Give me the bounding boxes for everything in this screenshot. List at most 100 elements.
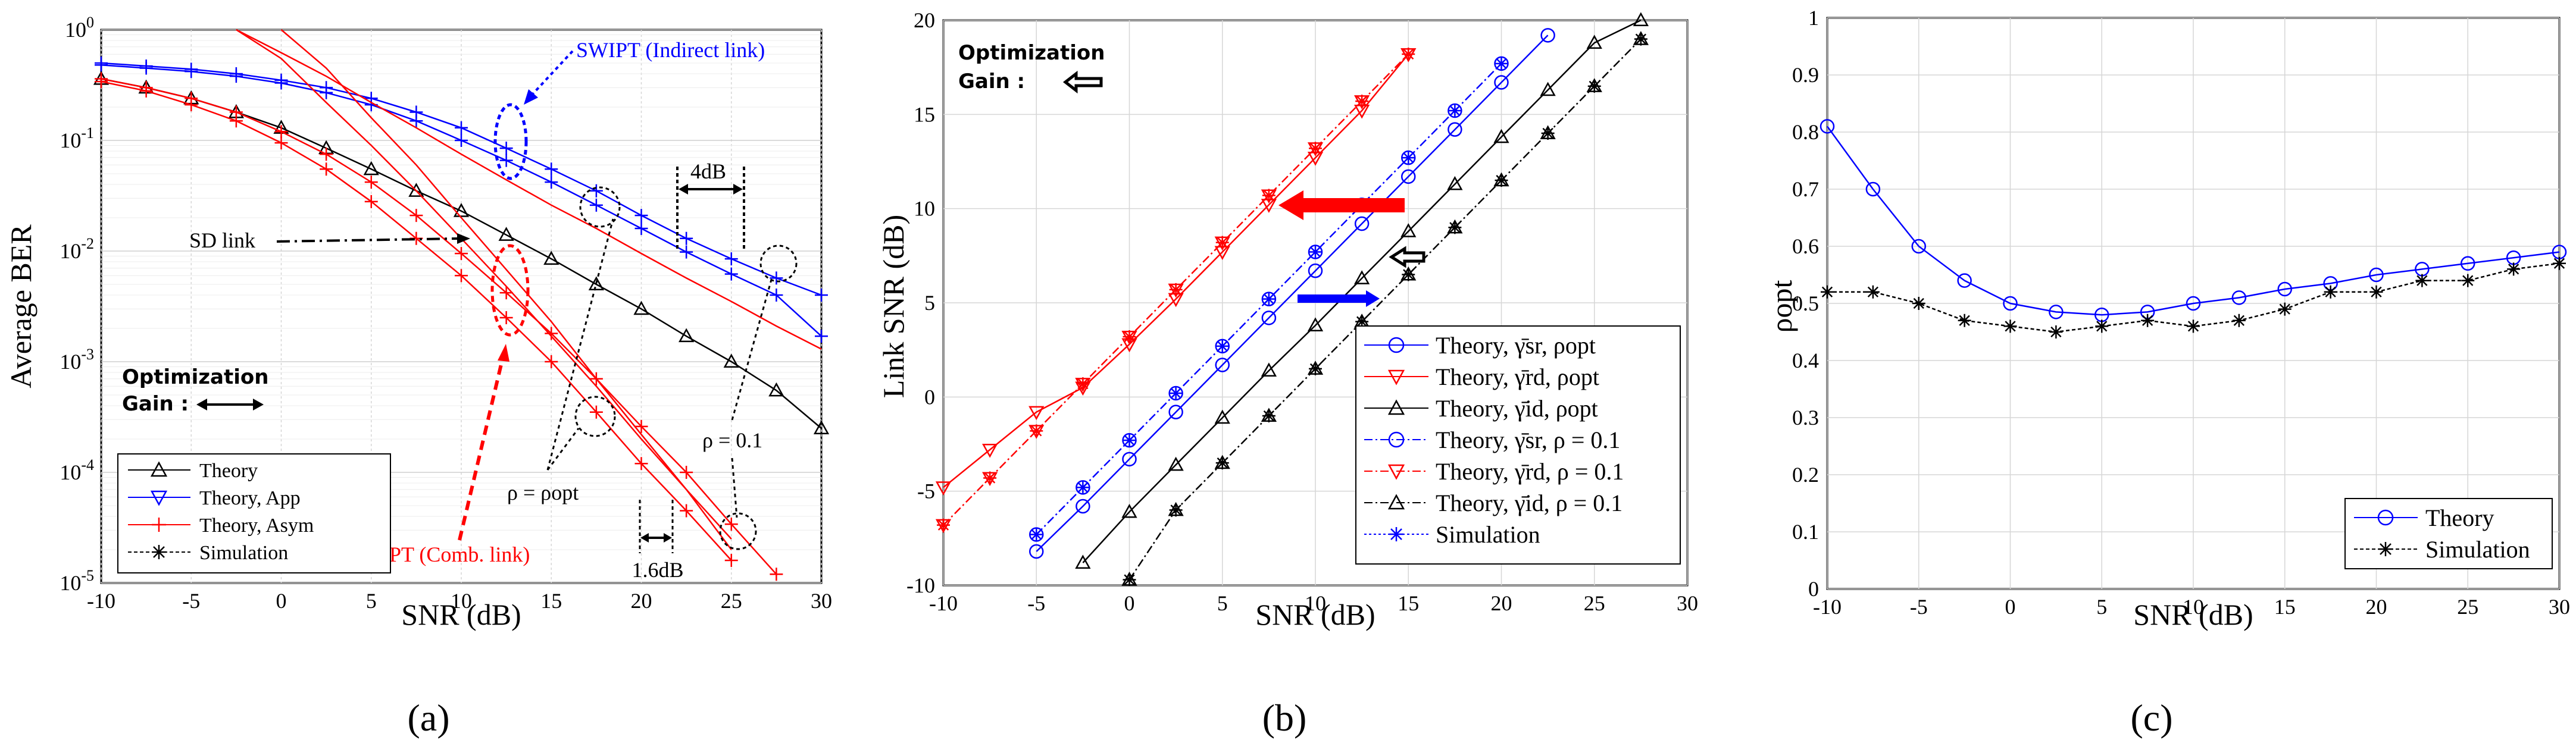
annotation-gap-16db: 1.6dB [632,500,684,582]
series-c-1-point-2 [1912,297,1925,310]
series-a-1-point-16 [815,330,828,343]
tick-a-x-2: 0 [276,589,287,613]
tick-a-y-3: 10-3 [60,346,94,374]
series-a-3-point-13 [680,504,693,518]
series-a-2-point-8 [453,203,470,217]
series-a-4-point-14 [724,518,738,531]
chart-c-ticks: -10 -5 0 5 10 15 20 25 30 1 0.9 0.8 0.7 0.6 0.5 0.4 0.3 0… [1792,6,2570,619]
tick-c-y-6: 0.4 [1792,349,1819,372]
series-b-5-sim-3 [1262,409,1276,422]
series-a-5-line [280,29,732,550]
panel-label-a: (a) [407,697,449,739]
chart-b-series [935,12,1649,587]
svg-text:Theory, γ̄id, ρ = 0.1: Theory, γ̄id, ρ = 0.1 [1436,490,1622,516]
series-b-4-sim-5 [1169,283,1183,296]
series-a-2-point-12 [633,300,649,315]
series-b-4-line [943,54,1409,526]
series-a-2-point-9 [498,227,514,241]
chart-b-ticks: -10 -5 0 5 10 15 20 25 30 20 15 10 5 0 -5 -10 [906,8,1698,615]
series-c-1-point-8 [2187,319,2200,333]
series-b-2-point-4 [1261,362,1277,377]
series-b-0-point-9 [1448,122,1462,137]
series-c-0-point-3 [1957,273,1972,288]
svg-text:Theory, App: Theory, App [199,487,301,509]
series-b-5-sim-0 [1123,573,1136,587]
tick-a-x-8: 30 [811,589,832,613]
series-a-2-point-14 [723,353,739,368]
series-a-3-point-8 [455,269,468,283]
series-b-4-sim-4 [1123,330,1136,343]
series-a-0-point-16 [815,289,828,302]
chart-c: -10 -5 0 5 10 15 20 25 30 1 0.9 0.8 0.7 0.6 0.5 0.4 0.3 0… [1765,6,2570,739]
chart-c-grid [1827,17,2560,590]
tick-c-x-0: -10 [1813,595,1842,619]
series-a-1-point-5 [320,86,333,99]
svg-text:ρ = 0.1: ρ = 0.1 [702,428,762,452]
tick-a-y-1: 10-1 [60,124,94,152]
chart-a-xlabel: SNR (dB) [401,598,521,631]
series-c-1-point-1 [1866,285,1880,299]
series-c-0-line [1826,126,2560,316]
series-b-0-point-3 [1168,405,1183,419]
legend-c-item-theory: Theory [2354,504,2494,531]
series-b-5-line [1128,38,1642,581]
series-b-3-sim-3 [1169,387,1183,400]
series-a-3-point-5 [320,162,333,176]
annotation-sd-link: SD link [189,228,470,252]
series-a-4-point-12 [634,419,648,433]
series-c-1-point-13 [2415,274,2429,287]
series-b-1-line [943,54,1409,488]
tick-b-y-2: 10 [914,197,935,221]
tick-a-x-4: 10 [451,589,472,613]
svg-text:Gain :: Gain : [958,70,1025,93]
series-a-1-point-15 [770,289,783,302]
chart-c-ylabel: ρopt [1765,280,1798,333]
series-c-1-point-16 [2553,256,2566,270]
series-a-6-line [236,29,732,540]
series-a-4-point-5 [320,148,333,161]
series-b-5-sim-6 [1402,268,1415,281]
svg-text:Theory, γ̄sr, ρopt: Theory, γ̄sr, ρopt [1436,332,1596,359]
tick-b-x-3: 5 [1217,591,1228,615]
annotation-rho-opt: ρ = ρopt [507,186,621,504]
chart-b-legend: Theory, γ̄sr, ρopt Theory, γ̄rd, ρopt Th… [1355,325,1681,565]
series-a-4-point-13 [680,466,693,479]
series-b-2-point-11 [1586,35,1602,49]
series-b-2-point-2 [1168,456,1184,471]
series-b-2-point-12 [1633,12,1649,27]
series-a-1-point-3 [229,70,243,83]
series-b-0-point-11 [1540,28,1555,43]
svg-text:Theory, Asym: Theory, Asym [199,515,314,537]
series-b-5-sim-4 [1309,362,1322,375]
series-b-3-sim-4 [1215,339,1229,353]
series-a-0-point-9 [499,142,513,155]
series-a-4-point-4 [274,125,288,139]
series-a-1-point-2 [185,65,198,79]
tick-c-y-2: 0.8 [1792,120,1819,144]
series-a-1-point-7 [409,114,423,128]
series-a-1-point-1 [139,61,153,75]
tick-b-x-4: 10 [1305,591,1326,615]
tick-b-y-0: 20 [914,8,935,32]
series-b-4-sim-1 [983,471,997,485]
series-b-3-line [1036,62,1502,535]
tick-c-x-3: 5 [2096,595,2107,619]
series-b-2-point-0 [1075,554,1091,569]
legend-b-item-sr-01: Theory, γ̄sr, ρ = 0.1 [1364,427,1620,453]
annotation-gain-arrows [1278,190,1425,307]
series-b-5-sim-9 [1541,127,1555,140]
series-b-3-sim-1 [1076,481,1090,494]
svg-text:SD link: SD link [189,228,255,252]
annotation-gap-4db: 4dB [676,159,745,250]
tick-a-y-4: 10-4 [60,456,94,484]
series-a-3-point-4 [274,136,288,150]
tick-a-x-7: 25 [721,589,742,613]
series-a-2-point-7 [408,183,424,197]
series-b-1-point-1 [982,443,998,458]
series-a-1-point-12 [634,222,648,236]
tick-b-x-1: -5 [1027,591,1045,615]
series-b-3-sim-2 [1123,434,1136,447]
series-b-3-sim-0 [1030,528,1043,541]
series-a-0-point-14 [724,252,738,266]
